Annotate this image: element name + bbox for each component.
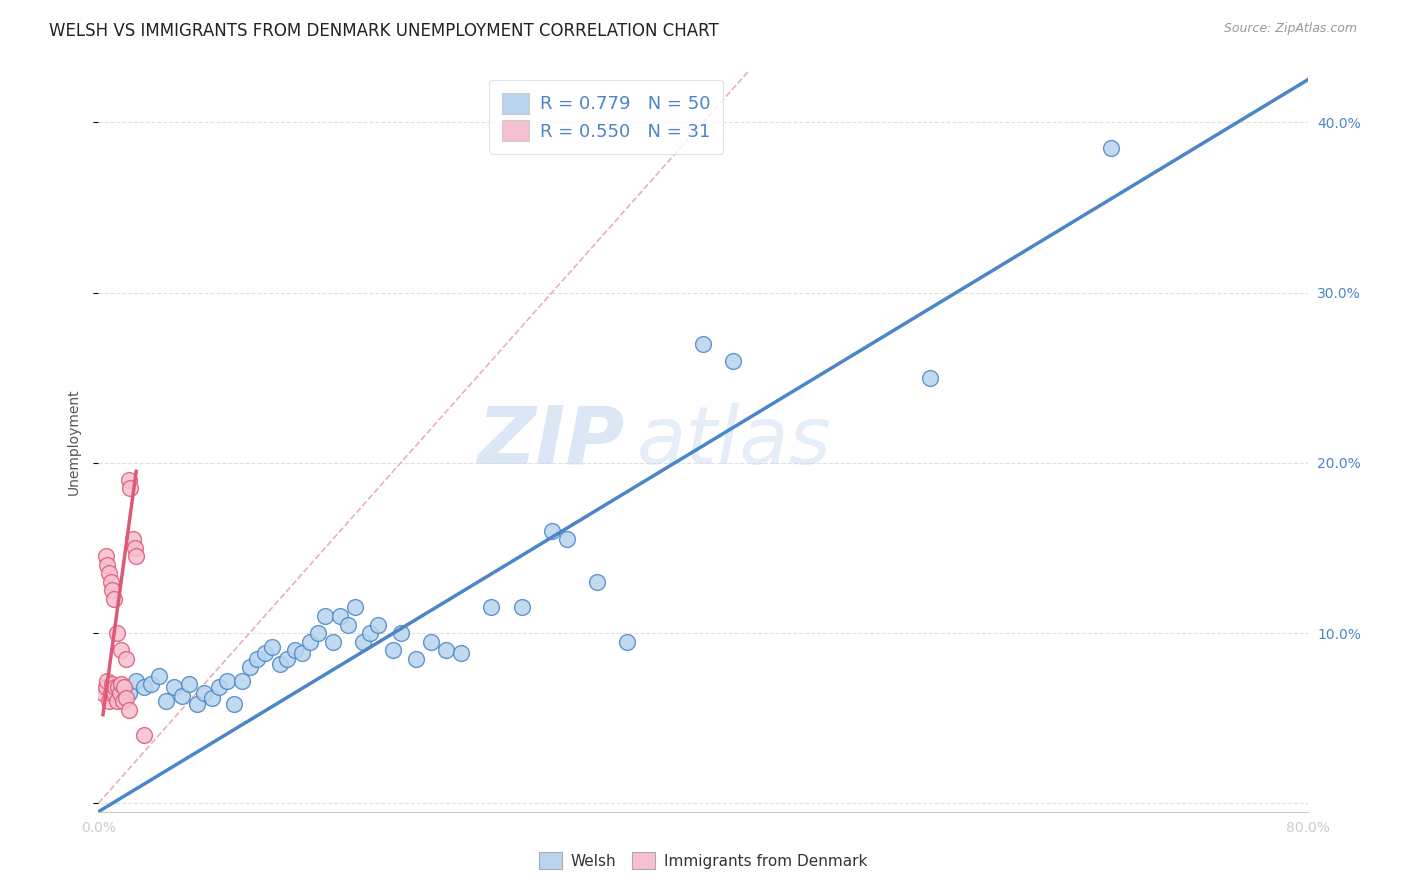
Point <box>114 690 136 705</box>
Point <box>120 481 142 495</box>
Point <box>141 677 163 691</box>
Point <box>110 677 132 691</box>
Point <box>110 643 132 657</box>
Legend: Welsh, Immigrants from Denmark: Welsh, Immigrants from Denmark <box>533 846 873 875</box>
Point <box>91 685 114 699</box>
Point <box>201 690 224 705</box>
Point <box>367 617 389 632</box>
Point <box>103 685 125 699</box>
Legend: R = 0.779   N = 50, R = 0.550   N = 31: R = 0.779 N = 50, R = 0.550 N = 31 <box>489 80 723 153</box>
Point <box>98 694 121 708</box>
Point <box>284 643 307 657</box>
Point <box>616 634 638 648</box>
Point <box>420 634 443 648</box>
Point <box>125 673 148 688</box>
Point <box>239 660 262 674</box>
Y-axis label: Unemployment: Unemployment <box>66 388 80 495</box>
Point <box>291 647 314 661</box>
Point <box>450 647 472 661</box>
Point <box>352 634 374 648</box>
Point <box>186 698 208 712</box>
Point <box>100 574 122 589</box>
Point <box>215 673 238 688</box>
Point <box>125 549 148 564</box>
Point <box>481 600 503 615</box>
Point <box>132 728 155 742</box>
Point <box>104 681 127 695</box>
Point <box>389 626 412 640</box>
Point <box>101 583 124 598</box>
Point <box>124 541 146 555</box>
Point <box>555 533 578 547</box>
Point <box>382 643 405 657</box>
Point <box>105 694 128 708</box>
Point <box>118 703 141 717</box>
Text: ZIP: ZIP <box>477 402 624 481</box>
Point <box>336 617 359 632</box>
Point <box>253 647 276 661</box>
Point <box>193 685 215 699</box>
Point <box>111 694 134 708</box>
Point <box>100 685 122 699</box>
Point <box>405 651 427 665</box>
Point <box>329 609 352 624</box>
Point <box>246 651 269 665</box>
Point <box>163 681 186 695</box>
Point <box>94 681 117 695</box>
Point <box>101 677 124 691</box>
Point <box>96 558 118 572</box>
Point <box>114 651 136 665</box>
Point <box>105 626 128 640</box>
Point <box>360 626 382 640</box>
Point <box>108 685 131 699</box>
Point <box>510 600 533 615</box>
Point <box>269 657 291 671</box>
Point <box>344 600 367 615</box>
Point <box>118 473 141 487</box>
Point <box>918 370 941 384</box>
Point <box>307 626 329 640</box>
Text: Source: ZipAtlas.com: Source: ZipAtlas.com <box>1223 22 1357 36</box>
Text: WELSH VS IMMIGRANTS FROM DENMARK UNEMPLOYMENT CORRELATION CHART: WELSH VS IMMIGRANTS FROM DENMARK UNEMPLO… <box>49 22 718 40</box>
Point <box>112 681 135 695</box>
Point <box>276 651 298 665</box>
Point <box>322 634 344 648</box>
Point <box>1099 141 1122 155</box>
Point <box>540 524 562 538</box>
Point <box>262 640 284 654</box>
Point <box>155 694 177 708</box>
Point <box>434 643 457 657</box>
Point <box>314 609 336 624</box>
Point <box>299 634 322 648</box>
Point <box>107 681 129 695</box>
Point <box>94 549 117 564</box>
Point <box>179 677 201 691</box>
Point <box>586 574 609 589</box>
Point <box>132 681 155 695</box>
Point <box>118 685 141 699</box>
Point <box>723 353 745 368</box>
Point <box>96 673 118 688</box>
Text: atlas: atlas <box>637 402 831 481</box>
Point <box>122 533 145 547</box>
Point <box>148 668 170 682</box>
Point <box>103 591 125 606</box>
Point <box>224 698 246 712</box>
Point <box>692 336 714 351</box>
Point <box>208 681 231 695</box>
Point <box>170 689 193 703</box>
Point <box>231 673 253 688</box>
Point <box>98 566 121 581</box>
